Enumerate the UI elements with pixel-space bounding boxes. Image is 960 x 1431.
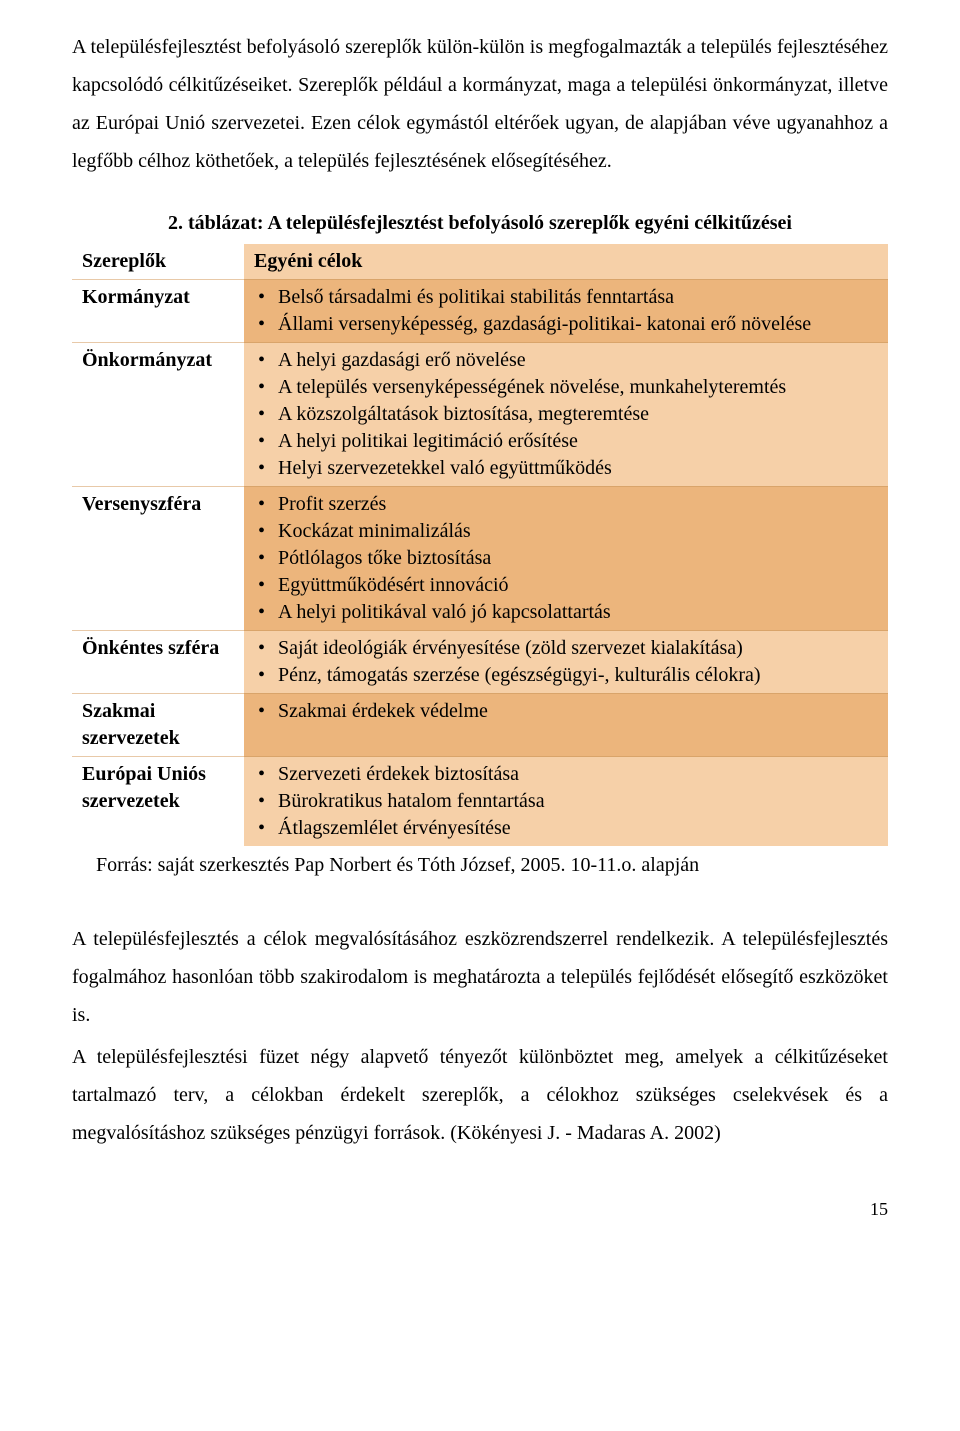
goal-item: Szakmai érdekek védelme — [278, 698, 880, 725]
goal-item: A helyi politikával való jó kapcsolattar… — [278, 599, 880, 626]
actor-cell: Versenyszféra — [72, 487, 244, 631]
table-title: 2. táblázat: A településfejlesztést befo… — [72, 208, 888, 238]
goals-list: Szervezeti érdekek biztosítása Bürokrati… — [254, 761, 880, 842]
goals-cell: Szakmai érdekek védelme — [244, 694, 888, 757]
goal-item: A helyi gazdasági erő növelése — [278, 347, 880, 374]
goal-item: Belső társadalmi és politikai stabilitás… — [278, 284, 880, 311]
table-row: Szakmai szervezetek Szakmai érdekek véde… — [72, 694, 888, 757]
goal-item: Helyi szervezetekkel való együttműködés — [278, 455, 880, 482]
goal-item: Állami versenyképesség, gazdasági-politi… — [278, 311, 880, 338]
table-row: Önkormányzat A helyi gazdasági erő növel… — [72, 343, 888, 487]
header-goals: Egyéni célok — [244, 244, 888, 280]
goal-item: A közszolgáltatások biztosítása, megtere… — [278, 401, 880, 428]
table-header-row: Szereplők Egyéni célok — [72, 244, 888, 280]
actor-cell: Önkéntes szféra — [72, 631, 244, 694]
table-row: Európai Uniós szervezetek Szervezeti érd… — [72, 757, 888, 847]
goal-item: Profit szerzés — [278, 491, 880, 518]
source-text: Forrás: saját szerkesztés Pap Norbert és… — [72, 850, 888, 880]
goals-cell: Belső társadalmi és politikai stabilitás… — [244, 280, 888, 343]
goal-item: A település versenyképességének növelése… — [278, 374, 880, 401]
goals-cell: A helyi gazdasági erő növelése A települ… — [244, 343, 888, 487]
actor-cell: Szakmai szervezetek — [72, 694, 244, 757]
goal-item: Pótlólagos tőke biztosítása — [278, 545, 880, 572]
goals-cell: Profit szerzés Kockázat minimalizálás Pó… — [244, 487, 888, 631]
goal-item: Átlagszemlélet érvényesítése — [278, 815, 880, 842]
goal-item: Saját ideológiák érvényesítése (zöld sze… — [278, 635, 880, 662]
goal-item: Együttműködésért innováció — [278, 572, 880, 599]
intro-paragraph: A településfejlesztést befolyásoló szere… — [72, 28, 888, 180]
body-paragraph-2: A településfejlesztési füzet négy alapve… — [72, 1038, 888, 1152]
header-actors: Szereplők — [72, 244, 244, 280]
table-row: Versenyszféra Profit szerzés Kockázat mi… — [72, 487, 888, 631]
actor-cell: Önkormányzat — [72, 343, 244, 487]
goal-item: Bürokratikus hatalom fenntartása — [278, 788, 880, 815]
goal-item: Szervezeti érdekek biztosítása — [278, 761, 880, 788]
goals-list: Profit szerzés Kockázat minimalizálás Pó… — [254, 491, 880, 626]
page-number: 15 — [72, 1192, 888, 1226]
goal-item: A helyi politikai legitimáció erősítése — [278, 428, 880, 455]
goals-list: Belső társadalmi és politikai stabilitás… — [254, 284, 880, 338]
goal-item: Pénz, támogatás szerzése (egészségügyi-,… — [278, 662, 880, 689]
goals-cell: Saját ideológiák érvényesítése (zöld sze… — [244, 631, 888, 694]
goals-list: Szakmai érdekek védelme — [254, 698, 880, 725]
table-row: Kormányzat Belső társadalmi és politikai… — [72, 280, 888, 343]
actors-table: Szereplők Egyéni célok Kormányzat Belső … — [72, 244, 888, 846]
actor-cell: Európai Uniós szervezetek — [72, 757, 244, 847]
body-paragraph-1: A településfejlesztés a célok megvalósít… — [72, 920, 888, 1034]
goal-item: Kockázat minimalizálás — [278, 518, 880, 545]
goals-list: Saját ideológiák érvényesítése (zöld sze… — [254, 635, 880, 689]
goals-list: A helyi gazdasági erő növelése A települ… — [254, 347, 880, 482]
goals-cell: Szervezeti érdekek biztosítása Bürokrati… — [244, 757, 888, 847]
actor-cell: Kormányzat — [72, 280, 244, 343]
table-row: Önkéntes szféra Saját ideológiák érvénye… — [72, 631, 888, 694]
